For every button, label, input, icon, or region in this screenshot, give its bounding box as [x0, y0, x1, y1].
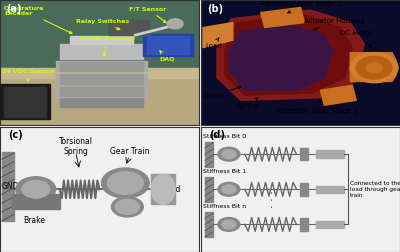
Bar: [205, 212, 213, 237]
Text: Planetary Gear Stage 2: Planetary Gear Stage 2: [261, 1, 342, 13]
Text: DAQ: DAQ: [159, 51, 174, 61]
Bar: [4, 86, 46, 117]
Bar: [60, 87, 143, 97]
Text: Connected to the
load through gear
train: Connected to the load through gear train: [350, 181, 400, 198]
Text: 24 VDC Source: 24 VDC Source: [2, 69, 54, 81]
Bar: [300, 218, 308, 231]
Text: Radial Bearings: Radial Bearings: [80, 36, 135, 56]
Polygon shape: [217, 10, 364, 100]
Circle shape: [356, 56, 392, 79]
Polygon shape: [203, 23, 233, 48]
Circle shape: [222, 220, 236, 229]
Bar: [60, 75, 143, 84]
Bar: [56, 86, 147, 97]
Text: Load: Load: [205, 38, 222, 49]
Bar: [0, 68, 199, 78]
Bar: [205, 177, 213, 202]
Bar: [56, 74, 147, 84]
Bar: [316, 221, 344, 228]
Text: GND: GND: [1, 182, 19, 191]
Circle shape: [112, 197, 143, 217]
Text: (a): (a): [6, 4, 22, 14]
Bar: [2, 152, 14, 221]
Text: (c): (c): [8, 130, 23, 140]
Text: Spring: Spring: [237, 98, 259, 109]
Text: F/T Sensor: F/T Sensor: [129, 6, 167, 23]
Bar: [70, 36, 133, 44]
Text: Actuator Housing: Actuator Housing: [304, 18, 365, 30]
Text: Planetary Gear Stage 1: Planetary Gear Stage 1: [277, 99, 358, 114]
Circle shape: [108, 172, 143, 194]
Text: Quadrature
Encoder: Quadrature Encoder: [4, 5, 72, 34]
Polygon shape: [261, 8, 304, 27]
Circle shape: [218, 182, 240, 196]
Bar: [143, 34, 193, 56]
Bar: [147, 36, 189, 54]
Bar: [0, 0, 199, 69]
Bar: [60, 62, 143, 71]
Bar: [151, 174, 175, 204]
Text: (b): (b): [207, 4, 223, 14]
Text: Stiffness Bit 1: Stiffness Bit 1: [203, 169, 246, 174]
Polygon shape: [225, 15, 352, 95]
Circle shape: [366, 63, 382, 73]
Circle shape: [350, 53, 398, 83]
Text: Load: Load: [162, 185, 180, 194]
Polygon shape: [320, 85, 356, 105]
Bar: [0, 84, 50, 119]
Circle shape: [22, 180, 50, 198]
Bar: [60, 97, 143, 107]
Bar: [316, 150, 344, 158]
Circle shape: [102, 168, 149, 198]
Text: Brake: Brake: [23, 216, 45, 225]
Circle shape: [218, 217, 240, 231]
Text: Stiffness Bit n: Stiffness Bit n: [203, 204, 246, 209]
Bar: [300, 148, 308, 161]
Bar: [56, 61, 147, 72]
Circle shape: [116, 199, 139, 214]
Polygon shape: [350, 53, 396, 81]
Bar: [300, 183, 308, 196]
Bar: [0, 69, 199, 125]
Polygon shape: [229, 25, 332, 90]
Bar: [110, 20, 149, 35]
Circle shape: [16, 177, 56, 202]
Bar: [12, 194, 60, 209]
Text: (d): (d): [209, 130, 225, 140]
Text: Torsional
Spring: Torsional Spring: [59, 137, 93, 156]
Circle shape: [222, 150, 236, 159]
Ellipse shape: [151, 174, 175, 204]
Bar: [205, 142, 213, 167]
Bar: [316, 185, 344, 193]
Circle shape: [218, 147, 240, 161]
Circle shape: [167, 19, 183, 29]
Text: Clutch: Clutch: [203, 86, 241, 99]
Text: Relay Switches: Relay Switches: [76, 19, 129, 30]
Text: Gear Train: Gear Train: [110, 147, 149, 156]
Circle shape: [222, 185, 236, 194]
Bar: [60, 44, 143, 59]
Text: · · ·: · · ·: [268, 190, 278, 208]
Text: DC Motor: DC Motor: [340, 30, 373, 47]
Text: Stiffness Bit 0: Stiffness Bit 0: [203, 134, 246, 139]
